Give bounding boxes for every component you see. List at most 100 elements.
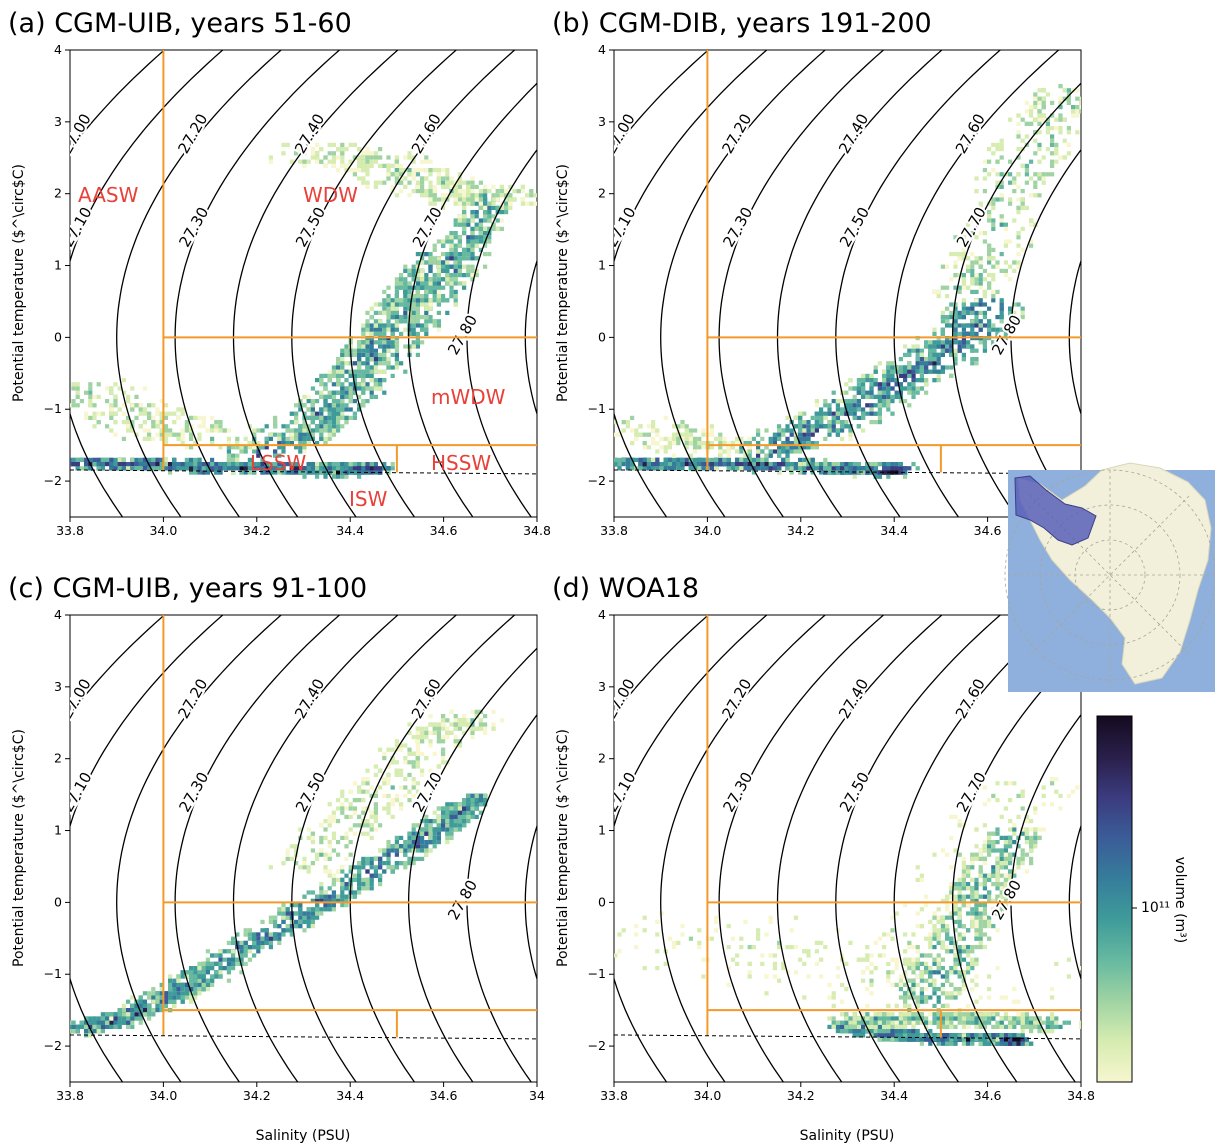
heatmap-cell (630, 441, 635, 446)
heatmap-cell (331, 415, 336, 420)
heatmap-cell (726, 453, 731, 458)
heatmap-cell (373, 323, 378, 328)
heatmap-cell (945, 319, 950, 324)
heatmap-cell (625, 466, 630, 471)
heatmap-cell (109, 428, 114, 433)
heatmap-cell (487, 226, 492, 231)
heatmap-cell (1037, 142, 1042, 147)
heatmap-cell (357, 373, 362, 378)
heatmap-cell (403, 306, 408, 311)
heatmap-cell (487, 235, 492, 240)
heatmap-cell (420, 159, 425, 164)
heatmap-cell (420, 260, 425, 265)
heatmap-cell (159, 466, 164, 471)
heatmap-cell (478, 222, 483, 227)
heatmap-cell (529, 189, 534, 194)
heatmap-cell (365, 462, 370, 467)
heatmap-cell (344, 420, 349, 425)
heatmap-cell (163, 466, 168, 471)
heatmap-cell (764, 457, 769, 462)
heatmap-cell (243, 462, 248, 467)
heatmap-cell (147, 457, 152, 462)
heatmap-cell (315, 462, 320, 467)
heatmap-cell (394, 168, 399, 173)
heatmap-cell (651, 420, 656, 425)
heatmap-cell (378, 361, 383, 366)
heatmap-cell (495, 205, 500, 210)
heatmap-cell (184, 420, 189, 425)
heatmap-cell (138, 462, 143, 467)
heatmap-cell (142, 386, 147, 391)
heatmap-cell (222, 462, 227, 467)
heatmap-cell (428, 184, 433, 189)
heatmap-cell (1020, 197, 1025, 202)
heatmap-cell (256, 462, 261, 467)
heatmap-cell (281, 445, 286, 450)
heatmap-cell (978, 323, 983, 328)
heatmap-cell (121, 462, 126, 467)
heatmap-cell (348, 382, 353, 387)
heatmap-cell (861, 407, 866, 412)
heatmap-cell (415, 289, 420, 294)
heatmap-cell (126, 462, 131, 467)
heatmap-cell (1050, 134, 1055, 139)
heatmap-cell (483, 197, 488, 202)
heatmap-cell (953, 357, 958, 362)
heatmap-cell (642, 462, 647, 467)
heatmap-cell (827, 403, 832, 408)
heatmap-cell (432, 273, 437, 278)
heatmap-cell (768, 436, 773, 441)
heatmap-cell (1029, 109, 1034, 114)
heatmap-cell (756, 462, 761, 467)
heatmap-cell (235, 445, 240, 450)
heatmap-cell (331, 428, 336, 433)
heatmap-cell (529, 193, 534, 198)
heatmap-cell (798, 415, 803, 420)
heatmap-cell (798, 457, 803, 462)
heatmap-cell (453, 273, 458, 278)
heatmap-cell (361, 163, 366, 168)
heatmap-cell (331, 466, 336, 471)
heatmap-cell (953, 348, 958, 353)
heatmap-cell (462, 226, 467, 231)
heatmap-cell (894, 390, 899, 395)
heatmap-cell (373, 184, 378, 189)
heatmap-cell (844, 411, 849, 416)
heatmap-cell (352, 470, 357, 475)
heatmap-cell (966, 344, 971, 349)
heatmap-cell (260, 470, 265, 475)
heatmap-cell (835, 428, 840, 433)
heatmap-cell (424, 155, 429, 160)
heatmap-cell (407, 289, 412, 294)
heatmap-cell (806, 436, 811, 441)
heatmap-cell (357, 352, 362, 357)
heatmap-cell (835, 403, 840, 408)
heatmap-cell (798, 462, 803, 467)
heatmap-cell (714, 462, 719, 467)
heatmap-cell (646, 457, 651, 462)
heatmap-cell (718, 436, 723, 441)
heatmap-cell (441, 197, 446, 202)
heatmap-cell (894, 462, 899, 467)
heatmap-cell (978, 210, 983, 215)
heatmap-cell (84, 411, 89, 416)
heatmap-cell (915, 344, 920, 349)
heatmap-cell (411, 340, 416, 345)
heatmap-cell (735, 466, 740, 471)
heatmap-cell (453, 252, 458, 257)
heatmap-cell (865, 466, 870, 471)
heatmap-cell (1041, 176, 1046, 181)
heatmap-cell (348, 407, 353, 412)
heatmap-cell (932, 352, 937, 357)
heatmap-cell (247, 457, 252, 462)
heatmap-cell (718, 432, 723, 437)
heatmap-cell (1088, 122, 1092, 126)
heatmap-cell (92, 462, 97, 467)
heatmap-cell (978, 264, 983, 269)
heatmap-cell (848, 407, 853, 412)
heatmap-cell (693, 445, 698, 450)
heatmap-cell (987, 210, 992, 215)
heatmap-cell (646, 432, 651, 437)
heatmap-cell (907, 361, 912, 366)
heatmap-cell (903, 365, 908, 370)
